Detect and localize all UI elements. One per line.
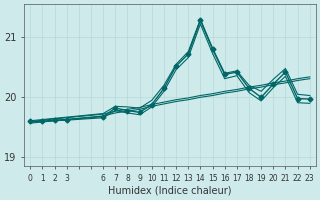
X-axis label: Humidex (Indice chaleur): Humidex (Indice chaleur) bbox=[108, 186, 232, 196]
